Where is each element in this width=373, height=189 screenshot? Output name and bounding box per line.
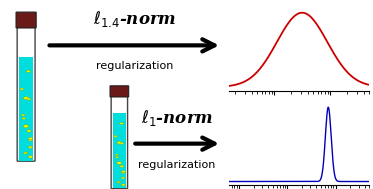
Ellipse shape xyxy=(115,154,118,156)
FancyBboxPatch shape xyxy=(16,12,36,28)
X-axis label: D [m$^2$/s]: D [m$^2$/s] xyxy=(281,110,317,123)
Ellipse shape xyxy=(120,165,124,167)
Text: regularization: regularization xyxy=(95,61,173,71)
Text: $\ell_{1}$-norm: $\ell_{1}$-norm xyxy=(141,108,213,128)
FancyBboxPatch shape xyxy=(111,96,128,189)
Ellipse shape xyxy=(23,97,29,100)
Text: $\ell_{1.4}$-norm: $\ell_{1.4}$-norm xyxy=(93,9,176,29)
Ellipse shape xyxy=(23,152,26,154)
Ellipse shape xyxy=(20,88,23,90)
Ellipse shape xyxy=(23,125,28,128)
Ellipse shape xyxy=(121,177,125,179)
FancyBboxPatch shape xyxy=(110,86,129,97)
Ellipse shape xyxy=(27,130,31,132)
Bar xyxy=(19,57,33,161)
Ellipse shape xyxy=(117,181,120,183)
Ellipse shape xyxy=(117,141,122,144)
Ellipse shape xyxy=(120,122,123,125)
Ellipse shape xyxy=(27,98,31,100)
Ellipse shape xyxy=(28,156,33,158)
Ellipse shape xyxy=(28,146,32,148)
Bar xyxy=(113,113,126,188)
Ellipse shape xyxy=(22,118,25,119)
Ellipse shape xyxy=(122,171,125,173)
Ellipse shape xyxy=(21,114,25,116)
Ellipse shape xyxy=(122,172,125,174)
Ellipse shape xyxy=(117,162,122,164)
Text: regularization: regularization xyxy=(138,160,216,170)
Ellipse shape xyxy=(116,156,119,158)
Ellipse shape xyxy=(25,152,28,153)
Ellipse shape xyxy=(118,181,121,183)
Ellipse shape xyxy=(121,184,125,186)
Ellipse shape xyxy=(29,137,33,140)
Ellipse shape xyxy=(120,143,123,144)
FancyBboxPatch shape xyxy=(17,27,35,161)
Ellipse shape xyxy=(114,135,117,137)
Ellipse shape xyxy=(28,139,32,141)
Ellipse shape xyxy=(26,70,31,72)
